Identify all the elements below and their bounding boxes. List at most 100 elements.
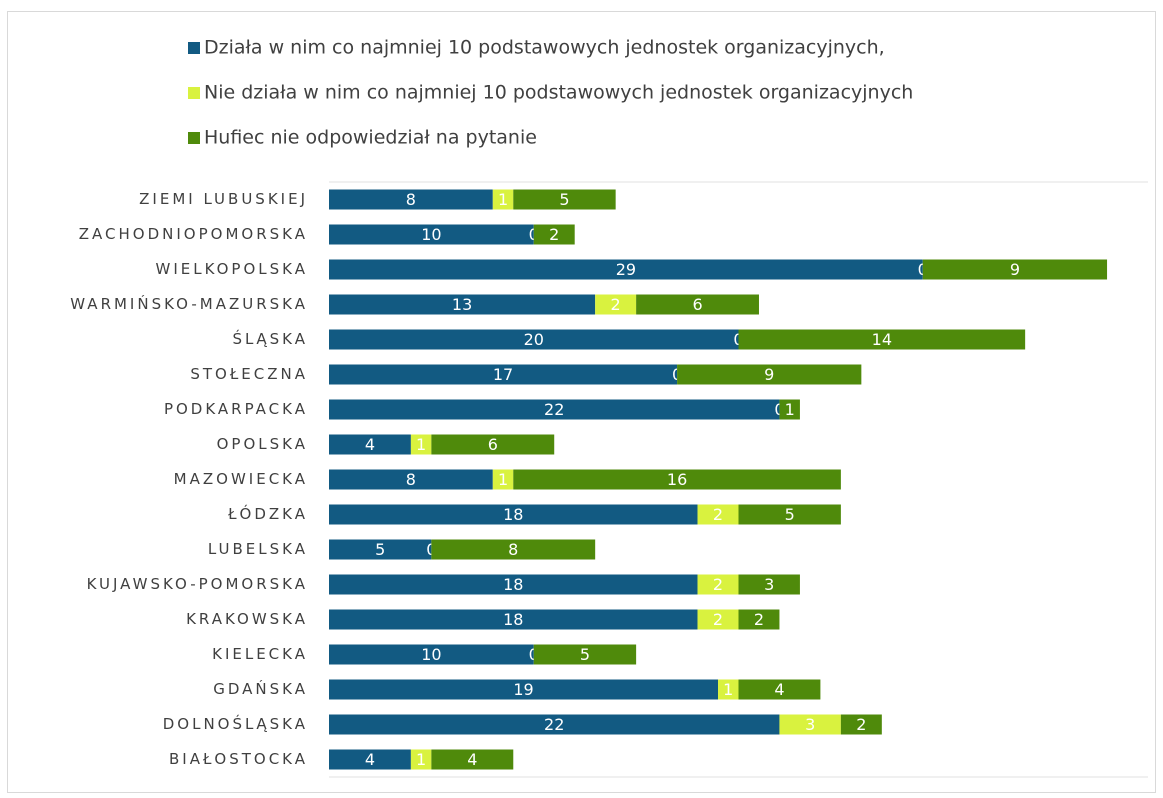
bar-segment — [329, 539, 432, 560]
y-tick-label: PODKARPACKA — [164, 400, 308, 418]
bar-segment — [329, 364, 678, 385]
data-label: 18 — [503, 575, 523, 594]
bar-segment — [329, 679, 719, 700]
data-label: 16 — [667, 470, 687, 489]
bar-segment — [431, 434, 555, 455]
data-label: 22 — [544, 715, 564, 734]
y-tick-label: GDAŃSKA — [213, 679, 308, 698]
bar-segment — [329, 399, 780, 420]
bar-segment — [677, 364, 862, 385]
data-label: 5 — [785, 505, 795, 524]
data-label: 18 — [503, 610, 523, 629]
legend-label: Hufiec nie odpowiedział na pytanie — [204, 127, 537, 149]
bar-segment — [636, 294, 759, 315]
data-label: 3 — [805, 715, 815, 734]
legend-label: Działa w nim co najmniej 10 podstawowych… — [204, 37, 885, 59]
bar-segment — [738, 574, 800, 595]
data-label: 1 — [416, 435, 426, 454]
data-label: 10 — [421, 645, 441, 664]
y-tick-label: KIELECKA — [212, 645, 308, 663]
data-label: 9 — [764, 365, 774, 384]
bar-segment — [840, 714, 882, 735]
data-label: 22 — [544, 400, 564, 419]
data-label: 18 — [503, 505, 523, 524]
bar-segment — [718, 679, 739, 700]
data-label: 2 — [713, 505, 723, 524]
data-label: 19 — [513, 680, 533, 699]
bar-segment — [329, 574, 698, 595]
data-label: 2 — [611, 295, 621, 314]
bar-segment — [738, 609, 780, 630]
bar-segment — [329, 434, 411, 455]
data-label: 4 — [774, 680, 784, 699]
bar-segment — [329, 749, 411, 770]
data-label: 1 — [498, 470, 508, 489]
y-tick-label: ZACHODNIOPOMORSKA — [79, 225, 308, 243]
data-label: 4 — [365, 435, 375, 454]
data-label: 5 — [559, 190, 569, 209]
data-label: 1 — [785, 400, 795, 419]
y-tick-label: STOŁECZNA — [190, 365, 308, 383]
data-label: 29 — [616, 260, 636, 279]
y-tick-label: WIELKOPOLSKA — [156, 260, 308, 278]
bar-segment — [329, 714, 780, 735]
data-label: 9 — [1010, 260, 1020, 279]
data-label: 1 — [416, 750, 426, 769]
bar-segment — [513, 469, 841, 490]
bar-segment — [697, 574, 739, 595]
data-label: 13 — [452, 295, 472, 314]
bar-segment — [329, 609, 698, 630]
bar-segment — [738, 504, 841, 525]
data-label: 2 — [713, 610, 723, 629]
bar-segment — [329, 224, 534, 245]
legend-swatch — [188, 87, 200, 99]
data-label: 4 — [467, 750, 477, 769]
data-label: 2 — [754, 610, 764, 629]
bar-segment — [922, 259, 1108, 280]
bar-segment — [410, 749, 432, 770]
y-tick-label: OPOLSKA — [217, 435, 308, 453]
bar-segment — [492, 469, 514, 490]
bar-segment — [533, 644, 637, 665]
data-label: 3 — [764, 575, 774, 594]
y-tick-label: KUJAWSKO-POMORSKA — [87, 575, 308, 593]
bar-segment — [329, 469, 493, 490]
bar-segment — [410, 434, 432, 455]
bar-segment — [431, 749, 514, 770]
y-tick-label: ZIEMI LUBUSKIEJ — [139, 190, 308, 208]
bar-segment — [513, 189, 616, 210]
data-label: 17 — [493, 365, 513, 384]
bar-segment — [738, 329, 1026, 350]
bar-segment — [329, 294, 596, 315]
data-label: 5 — [580, 645, 590, 664]
data-label: 10 — [421, 225, 441, 244]
y-tick-label: ŚLĄSKA — [233, 329, 309, 348]
data-label: 4 — [365, 750, 375, 769]
legend-swatch — [188, 42, 200, 54]
bar-segment — [779, 714, 841, 735]
bar-segment — [697, 504, 739, 525]
bar-segment — [492, 189, 514, 210]
bar-segment — [533, 224, 575, 245]
legend-swatch — [188, 132, 200, 144]
data-label: 1 — [498, 190, 508, 209]
y-tick-label: MAZOWIECKA — [174, 470, 308, 488]
data-label: 8 — [508, 540, 518, 559]
y-tick-label: BIAŁOSTOCKA — [169, 750, 308, 768]
y-tick-label: KRAKOWSKA — [186, 610, 308, 628]
data-label: 6 — [692, 295, 702, 314]
y-tick-label: WARMIŃSKO-MAZURSKA — [70, 294, 308, 313]
bar-segment — [329, 259, 923, 280]
data-label: 5 — [375, 540, 385, 559]
bar-segment — [431, 539, 596, 560]
bar-segment — [738, 679, 821, 700]
legend-label: Nie działa w nim co najmniej 10 podstawo… — [204, 82, 913, 104]
data-label: 6 — [488, 435, 498, 454]
data-label: 2 — [713, 575, 723, 594]
bar-segment — [329, 504, 698, 525]
data-label: 14 — [872, 330, 892, 349]
data-label: 8 — [406, 190, 416, 209]
data-label: 1 — [723, 680, 733, 699]
y-tick-label: ŁÓDZKA — [227, 504, 308, 523]
